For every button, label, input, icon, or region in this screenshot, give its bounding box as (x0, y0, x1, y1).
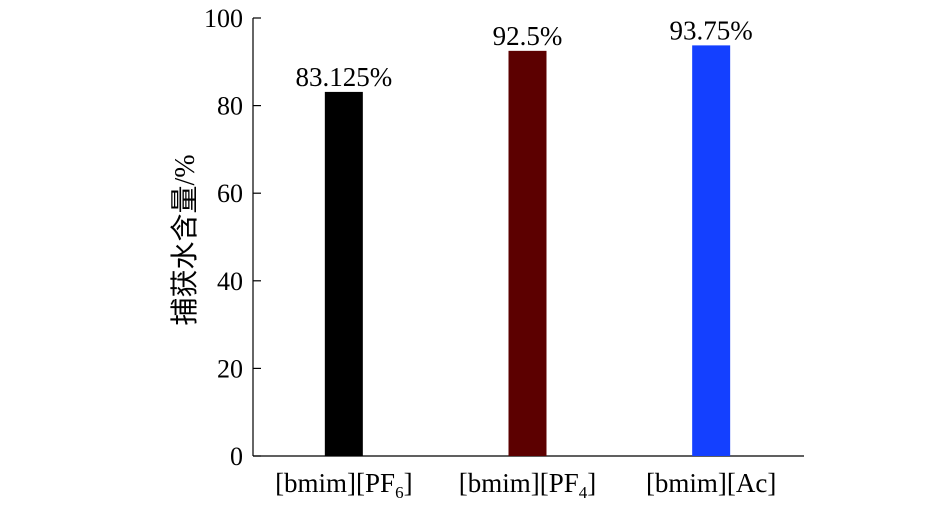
x-tick-label: [bmim][PF6] (275, 468, 413, 502)
y-axis-title: 捕获水含量/% (169, 154, 201, 325)
bar-value-label: 93.75% (670, 15, 753, 45)
x-tick-label: [bmim][Ac] (646, 468, 776, 498)
y-tick-label: 60 (217, 179, 243, 208)
bar (324, 91, 363, 456)
y-tick-label: 40 (217, 267, 243, 296)
y-tick-label: 0 (230, 442, 243, 471)
bar (508, 50, 547, 456)
y-tick-label: 100 (204, 4, 243, 33)
x-tick-label: [bmim][PF4] (459, 468, 597, 502)
bar-value-label: 92.5% (493, 21, 563, 51)
bar-value-label: 83.125% (295, 62, 392, 92)
data-labels: 83.125% [bmim][PF6] 92.5% [bmim][PF4] 93.75%… (275, 15, 776, 502)
y-tick-label: 80 (217, 92, 243, 121)
bars (324, 45, 731, 456)
bar (692, 45, 731, 456)
y-tick-label: 20 (217, 354, 243, 383)
